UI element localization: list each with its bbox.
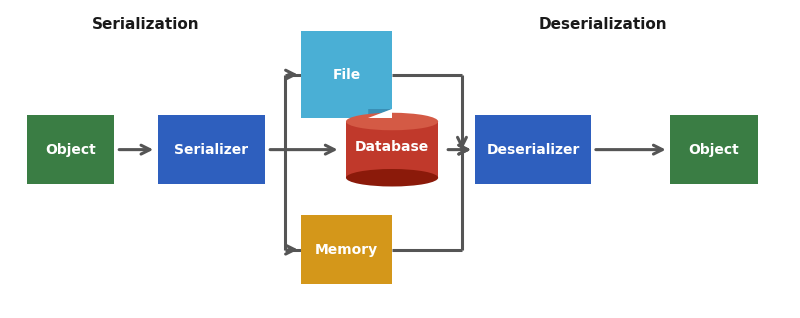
Bar [670, 115, 758, 184]
Ellipse shape [346, 169, 438, 186]
Text: Object: Object [689, 143, 739, 157]
Text: Memory: Memory [315, 243, 378, 257]
Polygon shape [368, 109, 392, 118]
Bar [301, 31, 392, 118]
Bar [301, 215, 392, 284]
Bar [26, 115, 114, 184]
Bar [346, 121, 438, 178]
Ellipse shape [346, 113, 438, 130]
Text: Serializer: Serializer [174, 143, 248, 157]
Text: Deserializer: Deserializer [486, 143, 580, 157]
Text: Deserialization: Deserialization [538, 17, 667, 32]
Text: Database: Database [355, 140, 429, 154]
Text: Serialization: Serialization [92, 17, 199, 32]
Text: Object: Object [45, 143, 96, 157]
Bar [475, 115, 590, 184]
Bar [158, 115, 265, 184]
Polygon shape [368, 109, 392, 118]
Text: File: File [332, 68, 361, 82]
